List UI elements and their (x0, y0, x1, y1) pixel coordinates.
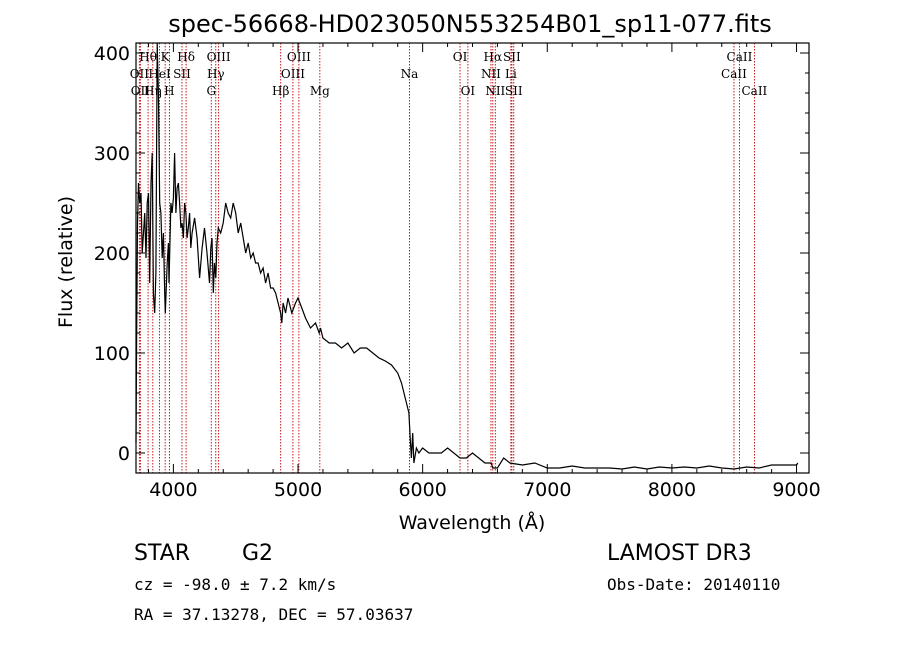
line-label: CaII (727, 50, 753, 64)
x-tick-label: 4000 (149, 479, 197, 501)
object-subclass: G2 (242, 541, 273, 566)
x-tick-label: 7000 (523, 479, 571, 501)
survey-name: LAMOST DR3 (607, 541, 752, 566)
line-label: Hδ (177, 50, 195, 64)
line-label: NII (485, 84, 505, 98)
spectrum-line (135, 42, 799, 470)
line-label: Hα (484, 50, 503, 64)
redshift-text: cz = -98.0 ± 7.2 km/s (134, 575, 336, 594)
x-axis-label: Wavelength (Å) (399, 511, 546, 534)
line-label: SII (503, 50, 521, 64)
y-axis-ticks: 0 100 200 300 400 (94, 43, 809, 474)
spectral-line-labels: HθOIIOIIHηHeIKHSIIHδGHγOIIIHβOIIIOIIIMgN… (130, 50, 768, 98)
x-axis-ticks: 4000 5000 6000 7000 8000 9000 (147, 43, 821, 501)
coordinates-text: RA = 37.13278, DEC = 57.03637 (134, 605, 413, 624)
obs-date-text: Obs-Date: 20140110 (607, 575, 780, 594)
line-label: SII (173, 67, 191, 81)
y-tick-label: 300 (94, 143, 130, 165)
y-tick-label: 100 (94, 343, 130, 365)
line-label: Na (401, 67, 419, 81)
line-label: K (161, 50, 171, 64)
line-label: SII (505, 84, 523, 98)
chart-title: spec-56668-HD023050N553254B01_sp11-077.f… (168, 10, 772, 38)
y-axis-label: Flux (relative) (55, 196, 77, 328)
spectral-line-markers (138, 43, 755, 473)
line-label: CaII (741, 84, 767, 98)
x-tick-label: 5000 (274, 479, 322, 501)
y-tick-label: 200 (94, 243, 130, 265)
line-label: Hγ (207, 67, 225, 81)
line-label: OIII (207, 50, 231, 64)
line-label: Mg (310, 84, 330, 98)
line-label: OIII (281, 67, 305, 81)
line-label: Li (505, 67, 517, 81)
line-label: OIII (287, 50, 311, 64)
line-label: H (164, 84, 174, 98)
line-label: Hθ (139, 50, 157, 64)
line-label: HeI (148, 67, 171, 81)
line-label: OII (130, 67, 150, 81)
line-label: G (206, 84, 216, 98)
object-class: STAR (134, 541, 190, 566)
plot-frame (135, 42, 810, 474)
line-label: OI (453, 50, 468, 64)
x-tick-label: 8000 (648, 479, 696, 501)
x-tick-label: 9000 (772, 479, 820, 501)
line-label: CaII (721, 67, 747, 81)
x-tick-label: 6000 (398, 479, 446, 501)
line-label: OI (461, 84, 476, 98)
y-tick-label: 400 (94, 43, 130, 65)
y-tick-label: 0 (118, 443, 130, 465)
line-label: NII (481, 67, 501, 81)
line-label: Hβ (272, 84, 289, 98)
